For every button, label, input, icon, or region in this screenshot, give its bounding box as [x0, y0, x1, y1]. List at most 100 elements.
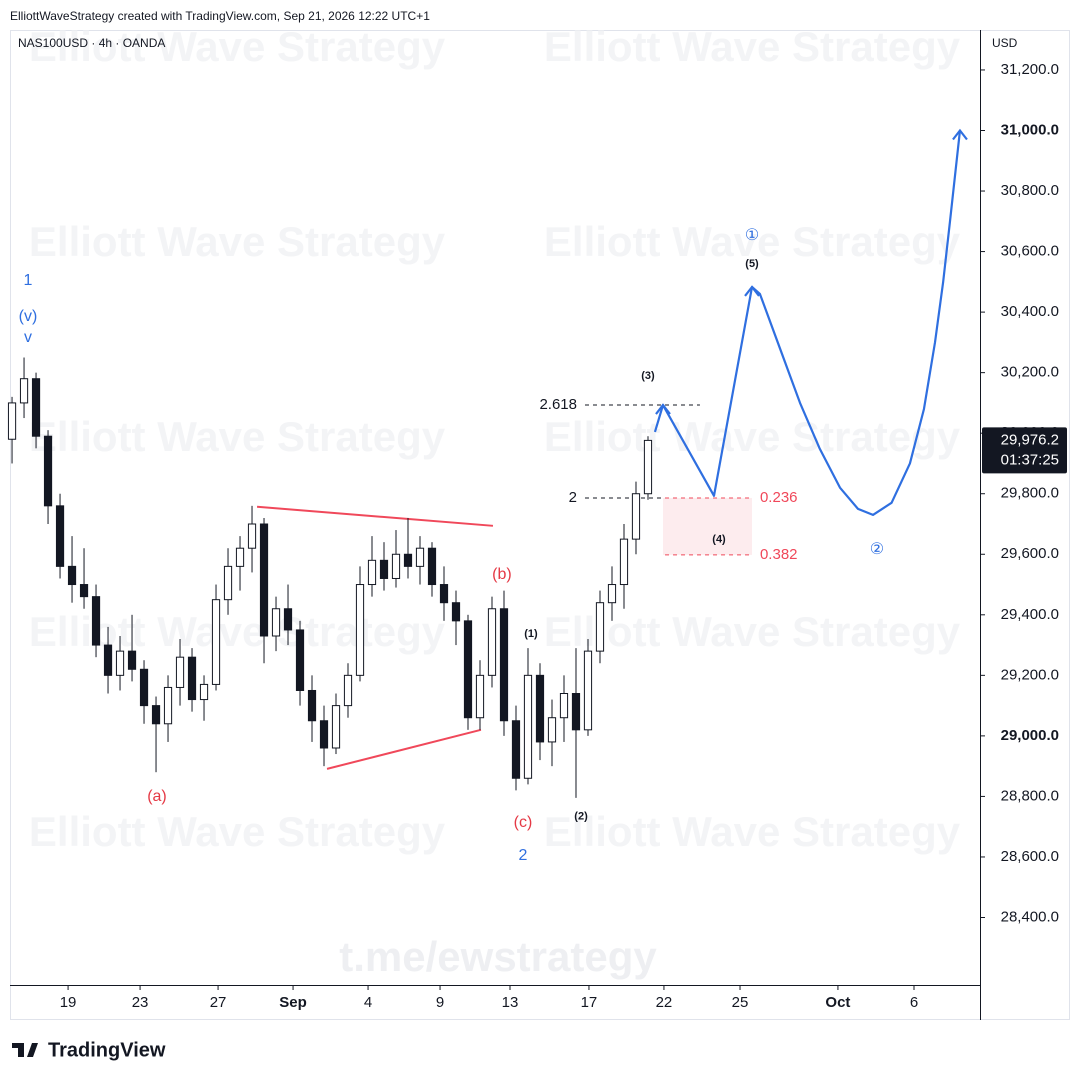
candle-body — [427, 547, 437, 586]
watermark: Elliott Wave Strategy — [29, 413, 446, 460]
candle-body — [547, 717, 557, 743]
triangle-line — [326, 728, 482, 770]
candle-body — [295, 629, 305, 691]
x-tick-label: Oct — [825, 994, 850, 1011]
last-price: 29,976.2 — [1001, 431, 1059, 448]
currency: USD — [992, 36, 1018, 50]
x-tick-label: 9 — [436, 994, 444, 1011]
candle-body — [487, 608, 497, 676]
candle-body — [223, 565, 233, 601]
x-tick-label: 6 — [910, 994, 918, 1011]
candle-body — [91, 596, 101, 646]
candle-body — [367, 559, 377, 586]
target-zone — [662, 497, 753, 555]
candle-body — [55, 505, 65, 567]
candle-body — [247, 523, 257, 549]
candle-body — [643, 439, 653, 495]
wave-label: ② — [870, 541, 884, 558]
triangle-line — [256, 505, 494, 527]
frame — [10, 30, 1070, 1020]
arrow-head — [744, 285, 760, 297]
y-tick-label: 29,800.0 — [1001, 485, 1059, 502]
x-tick-label: 27 — [210, 994, 227, 1011]
candle-body — [631, 493, 641, 540]
watermark: Elliott Wave Strategy — [29, 23, 446, 70]
candle-body — [499, 608, 509, 722]
candle-body — [319, 720, 329, 749]
y-tick-label: 30,200.0 — [1001, 364, 1059, 381]
candle-body — [151, 705, 161, 725]
logo-icon — [12, 1043, 38, 1057]
wave-label: (a) — [147, 788, 167, 805]
x-tick-label: 23 — [132, 994, 149, 1011]
wave-label: (v) — [19, 308, 38, 325]
x-tick-label: 25 — [732, 994, 749, 1011]
candle-body — [451, 602, 461, 622]
wave-label: 2 — [519, 847, 528, 864]
candle-body — [175, 656, 185, 688]
candle-body — [271, 608, 281, 637]
x-tick-label: Sep — [279, 994, 307, 1011]
candle-body — [31, 378, 41, 437]
candle-body — [7, 402, 17, 440]
candle-body — [127, 650, 137, 670]
watermark: Elliott Wave Strategy — [29, 608, 446, 655]
projection-path — [653, 130, 962, 517]
candle-body — [343, 674, 353, 707]
x-tick-label: 4 — [364, 994, 372, 1011]
x-tick-label: 19 — [60, 994, 77, 1011]
candle-body — [163, 686, 173, 725]
candle-body — [43, 435, 53, 507]
candle-body — [259, 523, 269, 637]
candle-body — [415, 547, 425, 567]
wave-label: 1 — [24, 272, 33, 289]
fib-label: 2 — [569, 489, 577, 506]
watermark: Elliott Wave Strategy — [544, 808, 961, 855]
watermark: Elliott Wave Strategy — [544, 413, 961, 460]
candle-body — [379, 559, 389, 579]
candle-body — [331, 705, 341, 749]
last-price-box — [982, 427, 1067, 474]
watermark: Elliott Wave Strategy — [29, 218, 446, 265]
candle-body — [475, 674, 485, 719]
wave-label: ① — [745, 227, 759, 244]
wave-label: (c) — [514, 814, 533, 831]
wave-label: v — [24, 329, 32, 346]
candle-body — [583, 650, 593, 731]
brand-logo: TradingView — [12, 1039, 166, 1061]
candle-body — [535, 674, 545, 743]
watermark: Elliott Wave Strategy — [544, 23, 961, 70]
y-tick-label: 29,600.0 — [1001, 545, 1059, 562]
watermark: Elliott Wave Strategy — [29, 808, 446, 855]
candle-body — [403, 553, 413, 567]
candle-body — [559, 693, 569, 719]
fib-label: 0.236 — [760, 489, 798, 506]
candle-body — [235, 547, 245, 567]
y-tick-label: 29,000.0 — [1001, 727, 1059, 744]
brand: TradingView — [48, 1039, 166, 1061]
y-tick-label: 28,600.0 — [1001, 848, 1059, 865]
candle-body — [607, 584, 617, 604]
wave-label: (2) — [574, 811, 588, 823]
candle-body — [199, 683, 209, 701]
y-tick-label: 29,400.0 — [1001, 606, 1059, 623]
candle-body — [139, 668, 149, 707]
candle-body — [115, 650, 125, 676]
wave-label: (4) — [712, 534, 726, 546]
symbol: NAS100USD · 4h · OANDA — [18, 36, 165, 50]
y-tick-label: 30,800.0 — [1001, 182, 1059, 199]
x-tick-label: 13 — [502, 994, 519, 1011]
candle-body — [79, 584, 89, 598]
y-tick-label: 28,400.0 — [1001, 908, 1059, 925]
candle-body — [511, 720, 521, 779]
candle-body — [391, 553, 401, 579]
candle-body — [523, 674, 533, 779]
y-tick-label: 30,600.0 — [1001, 243, 1059, 260]
header: ElliottWaveStrategy created with Trading… — [10, 9, 430, 23]
candle-body — [619, 538, 629, 586]
candle-body — [439, 584, 449, 604]
candle-body — [67, 565, 77, 586]
y-tick-label: 30,400.0 — [1001, 303, 1059, 320]
candle-body — [187, 656, 197, 701]
